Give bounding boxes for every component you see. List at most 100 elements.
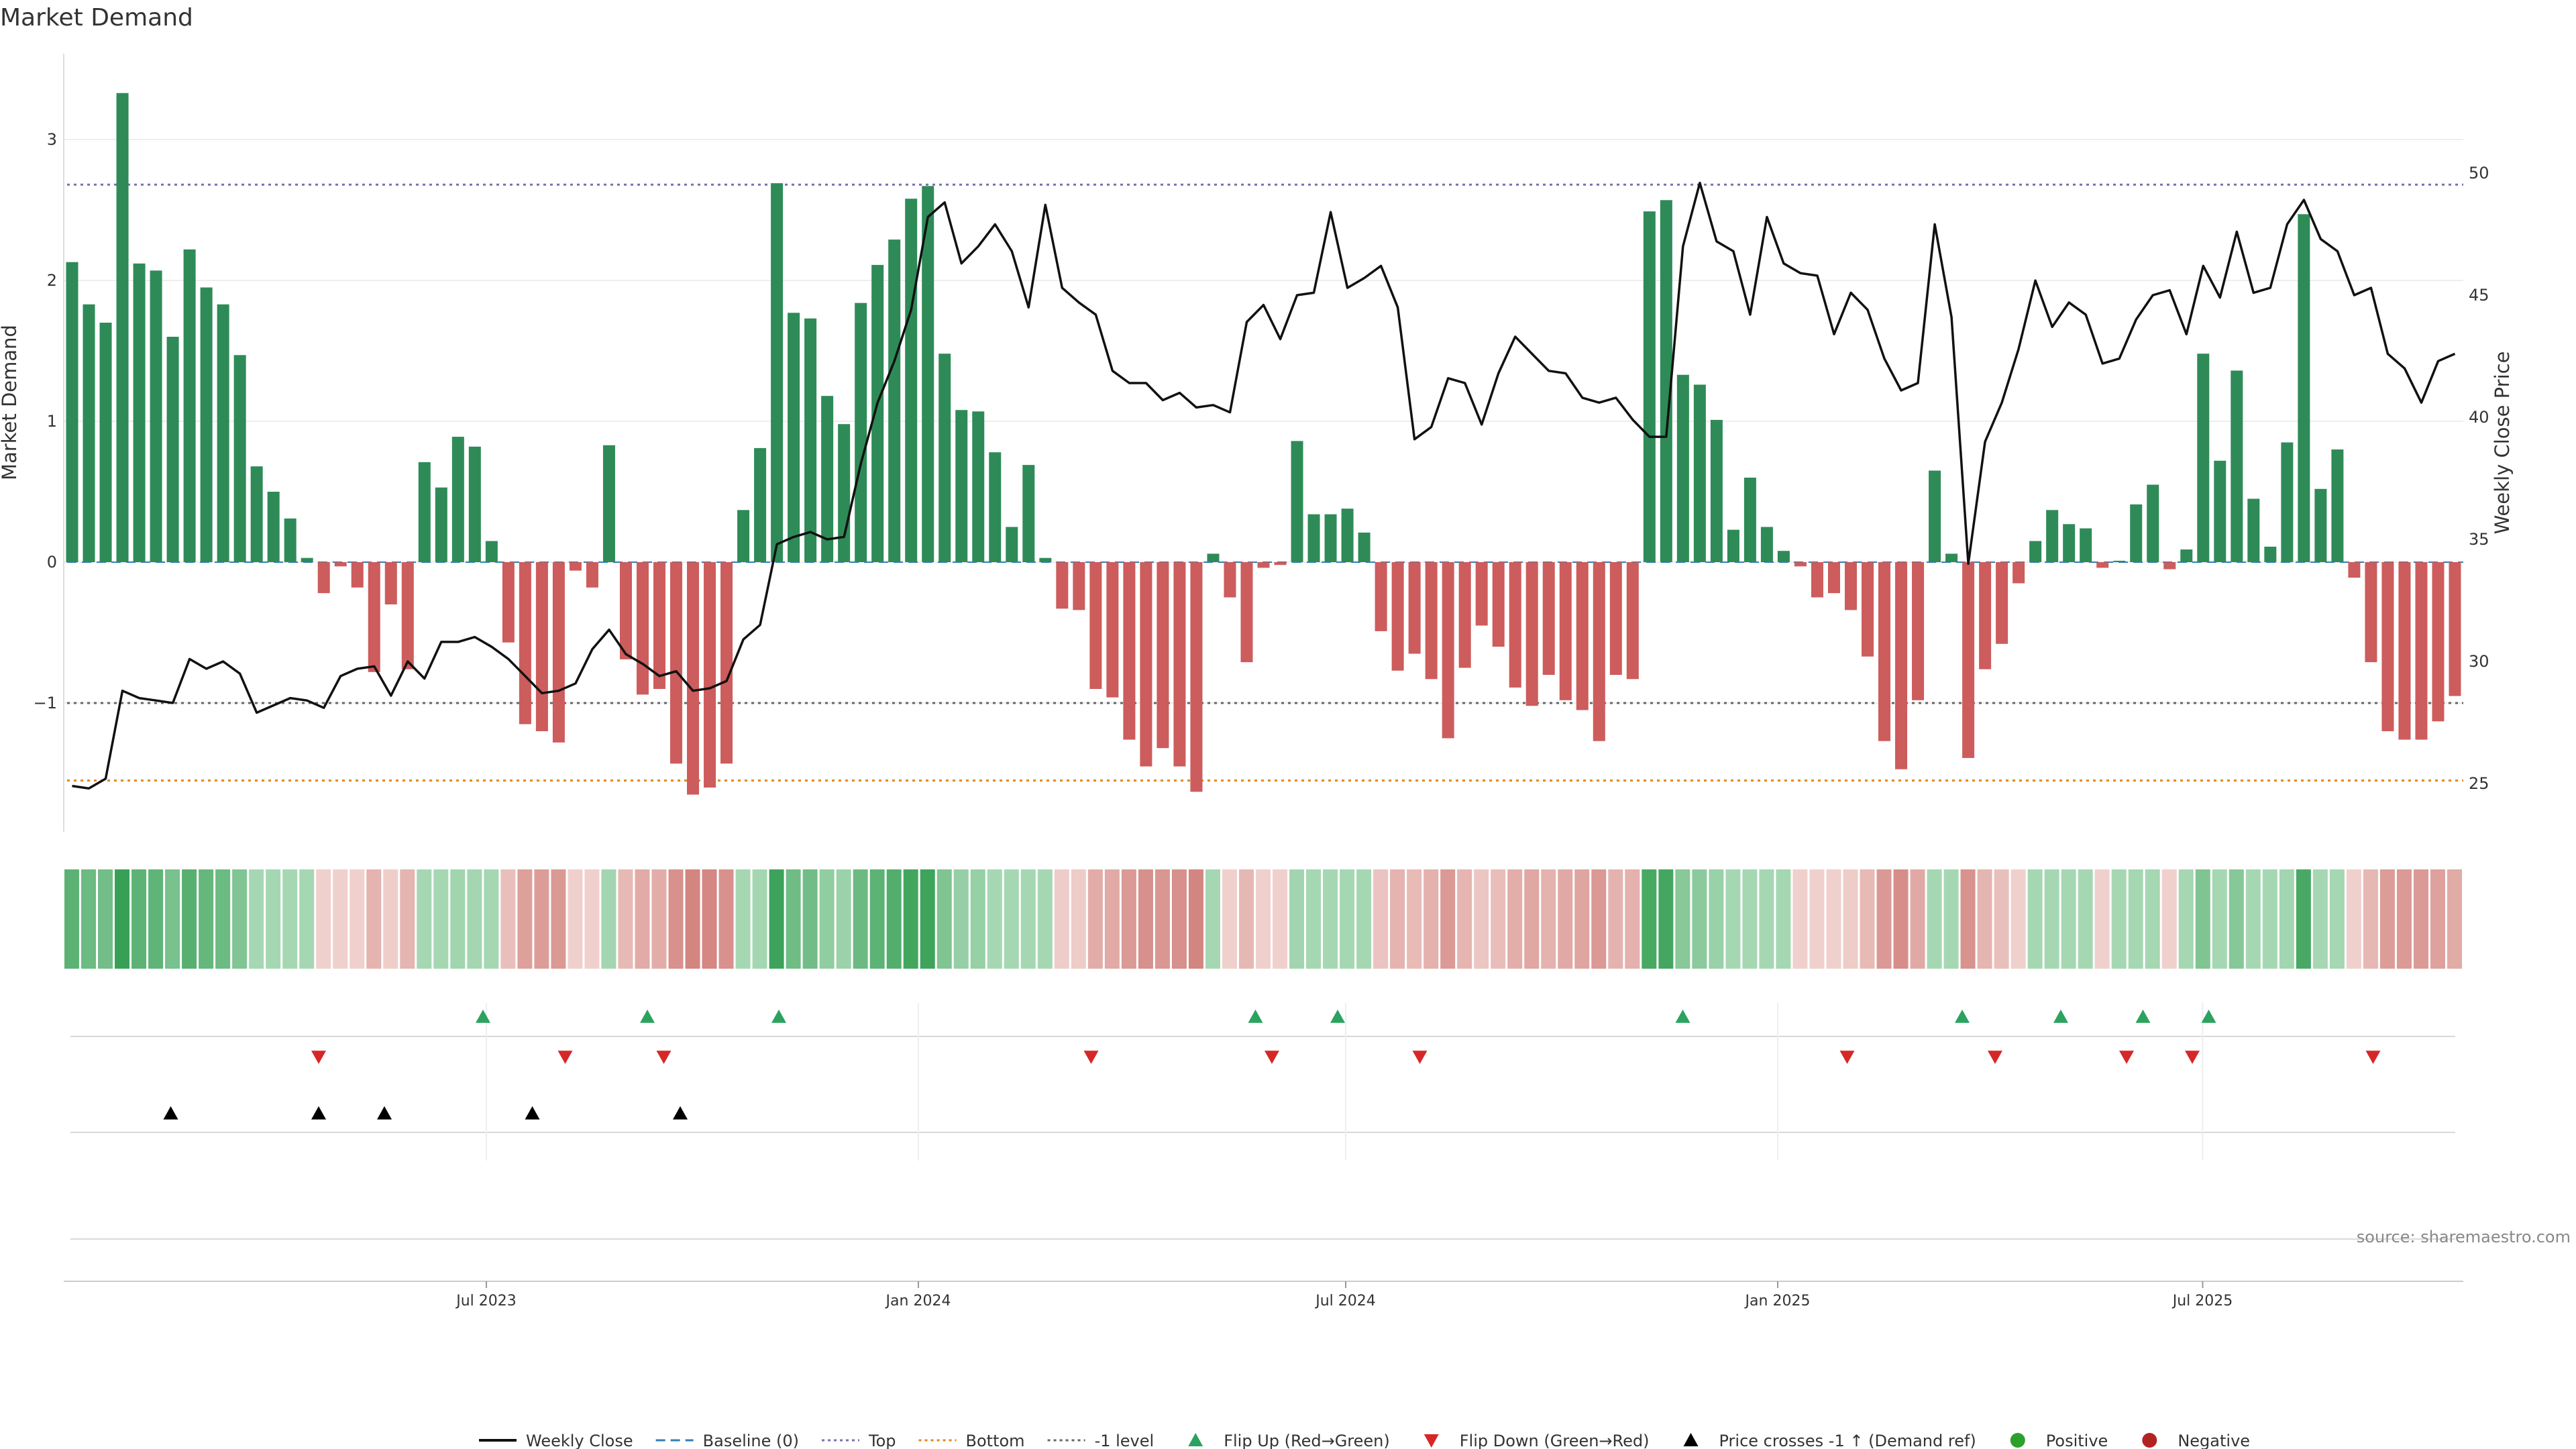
demand-bar [217,304,229,562]
heat-cell [702,869,717,969]
flip-down-marker [311,1051,327,1064]
heat-cell [1725,869,1741,969]
demand-bar [2130,504,2143,562]
demand-bar [2381,562,2394,731]
weekly-close-line [72,181,2456,790]
heat-cell [869,869,885,969]
demand-bar [1257,562,1270,568]
heat-cell [2363,869,2378,969]
heat-cell [433,869,449,969]
demand-bar [2247,498,2260,562]
heat-cell [1205,869,1220,969]
flip-up-marker [1330,1010,1346,1023]
heat-cell [1222,869,1237,969]
demand-bar [922,186,934,562]
demand-bar [838,424,851,562]
y-axis-left: −1 0 1 2 3 [34,54,64,832]
demand-bar [2331,449,2344,562]
heat-cell [2145,869,2160,969]
demand-bar [1391,562,1404,671]
heat-cell [2212,869,2227,969]
heat-cell [1457,869,1472,969]
demand-bar [267,492,280,562]
heat-cell [1658,869,1674,969]
heat-cell [1574,869,1590,969]
heat-cell [2128,869,2143,969]
x-tick-label: Jul 2023 [455,1293,517,1309]
demand-bar [250,466,263,562]
heat-cell [1407,869,1422,969]
cross-up-marker [525,1106,540,1120]
demand-bar [2365,562,2377,663]
demand-bar [2231,370,2243,562]
demand-bar [1559,562,1572,700]
heat-cell [2413,869,2428,969]
heat-cell [786,869,801,969]
chart-title: Market Demand [0,4,193,32]
demand-bar [1912,562,1925,700]
heat-cell [1071,869,1086,969]
heat-cell [266,869,281,969]
heat-cell [1742,869,1758,969]
demand-bar [1375,562,1387,631]
heat-cell [1255,869,1271,969]
heat-cell [1323,869,1338,969]
heat-cell [1087,869,1103,969]
demand-bar [1022,465,1035,562]
heat-cell [1474,869,1489,969]
heat-cell [2044,869,2059,969]
heat-cell [987,869,1002,969]
demand-bar [519,562,531,724]
heat-cell [2027,869,2043,969]
cross-up-marker [673,1106,688,1120]
heat-cell [1977,869,1992,969]
demand-bar [2163,562,2176,570]
heat-cell [299,869,315,969]
demand-bar [2096,562,2109,568]
flip-down-marker [1265,1051,1280,1064]
heat-cell [1356,869,1372,969]
flip-down-marker [1083,1051,1099,1064]
demand-bar [2415,562,2428,740]
demand-bar [1123,562,1136,740]
y2-axis-label: Weekly Close Price [2491,352,2514,535]
legend-item: Top [822,1432,896,1449]
demand-bar [1358,532,1371,562]
demand-bar [83,304,95,562]
heat-cell [517,869,533,969]
heat-cell [383,869,398,969]
heat-cell [903,869,918,969]
demand-bar [2197,354,2210,562]
legend-label: Bottom [966,1432,1025,1449]
flip-down-marker [2365,1051,2381,1064]
legend-label: Flip Down (Green→Red) [1460,1432,1650,1449]
demand-bar [284,518,297,562]
heat-cell [81,869,97,969]
demand-bar [66,262,78,562]
heat-cell [1138,869,1153,969]
legend-item: Flip Down (Green→Red) [1424,1432,1650,1449]
event-marker-rows [70,1003,2455,1240]
demand-bar [1425,562,1438,680]
demand-bar [1593,562,1605,741]
heat-cell [2178,869,2194,969]
heat-cell [836,869,851,969]
y2-tick-label: 45 [2469,286,2489,305]
gridlines [64,139,2463,704]
legend-item: Weekly Close [479,1432,633,1449]
heat-cell [1625,869,1640,969]
x-tick-label: Jul 2025 [2171,1293,2233,1309]
demand-bar [1458,562,1471,668]
y-tick-label: 1 [47,412,57,431]
heat-cell [1826,869,1841,969]
demand-bar [435,487,447,562]
demand-bar [771,183,784,563]
legend-item: -1 level [1047,1432,1154,1449]
demand-bar [2029,541,2042,562]
demand-bar [485,541,498,562]
demand-bar [2063,524,2076,562]
legend: Weekly Close Baseline (0) Top Bottom -1 leve… [479,1432,2250,1449]
heat-cell [1121,869,1136,969]
legend-item: Positive [2010,1432,2108,1449]
